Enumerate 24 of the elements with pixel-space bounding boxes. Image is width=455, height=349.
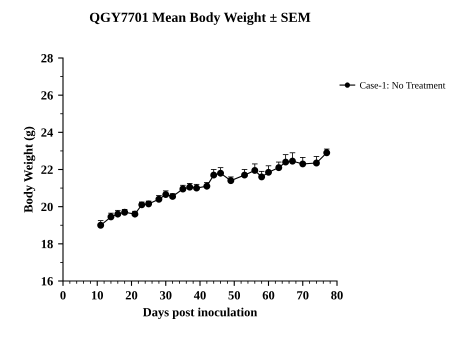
- y-tick-label: 24: [41, 128, 54, 137]
- y-tick-label: 16: [42, 277, 53, 286]
- x-axis-title: Days post inoculation: [142, 308, 258, 319]
- point: [217, 170, 224, 177]
- chart-title: QGY7701 Mean Body Weight ± SEM: [90, 12, 310, 25]
- point: [323, 149, 330, 156]
- x-tick-label: 40: [194, 291, 206, 300]
- legend-label: Case-1: No Treatment: [360, 82, 446, 89]
- x-tick-label: 10: [92, 291, 104, 300]
- x-tick-label: 60: [262, 291, 274, 300]
- point: [265, 168, 272, 176]
- x-tick-label: 20: [126, 291, 138, 300]
- y-tick-label: 28: [41, 54, 53, 62]
- y-tick-label: 20: [41, 202, 53, 212]
- y-tick-label: 18: [42, 240, 53, 248]
- x-tick-label: 70: [297, 291, 309, 300]
- point: [155, 196, 162, 203]
- y-tick-label: 22: [41, 166, 53, 174]
- x-tick-label: 0: [60, 291, 66, 300]
- y-axis-title: Body Weight (g): [24, 126, 36, 213]
- y-tick-label: 26: [41, 91, 53, 100]
- x-tick-label: 50: [228, 291, 240, 300]
- x-tick-label: 30: [160, 291, 172, 300]
- x-tick-label: 80: [331, 291, 343, 300]
